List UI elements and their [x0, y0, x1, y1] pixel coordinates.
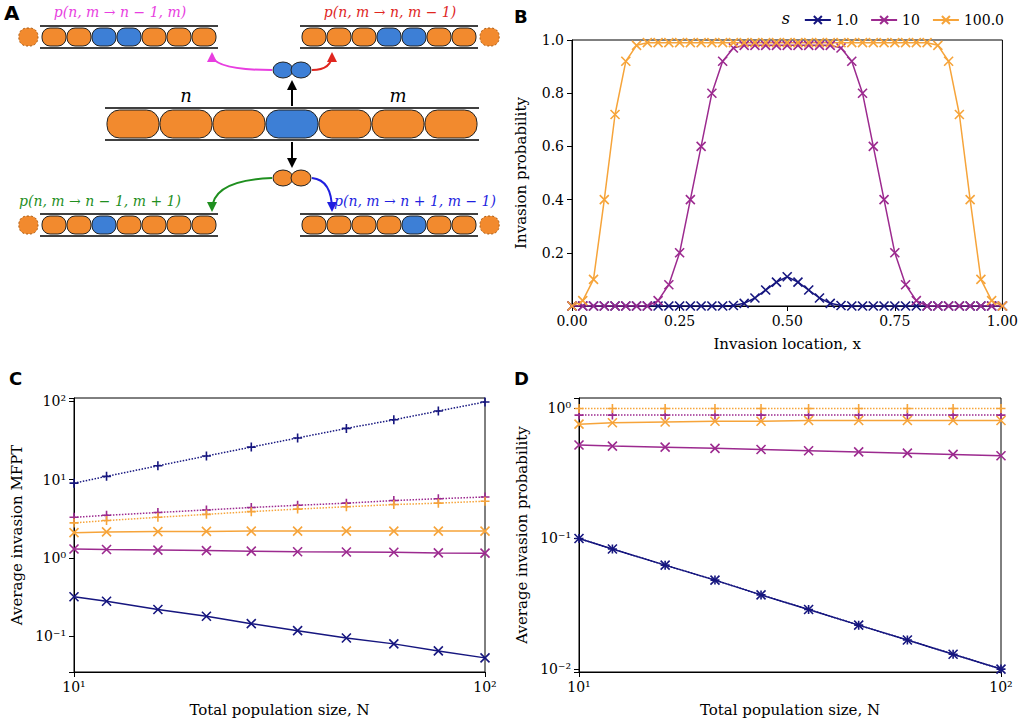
svg-text:10²: 10² [43, 393, 66, 409]
svg-text:A: A [4, 1, 20, 25]
svg-text:0.00: 0.00 [556, 313, 587, 329]
svg-text:Average invasion probability: Average invasion probability [513, 426, 531, 645]
svg-text:p(n, m → n − 1, m + 1): p(n, m → n − 1, m + 1) [19, 193, 181, 209]
svg-text:Total population size, N: Total population size, N [189, 701, 369, 719]
svg-text:0.25: 0.25 [664, 313, 695, 329]
svg-text:10¹: 10¹ [567, 679, 590, 695]
svg-text:Invasion location, x: Invasion location, x [713, 335, 861, 353]
svg-text:B: B [514, 6, 528, 27]
svg-text:Average invasion MFPT: Average invasion MFPT [8, 445, 26, 627]
svg-text:0.8: 0.8 [542, 85, 564, 101]
svg-text:10: 10 [902, 12, 920, 28]
svg-text:n: n [180, 85, 192, 106]
svg-text:0.6: 0.6 [542, 138, 564, 154]
svg-text:D: D [514, 368, 529, 389]
svg-text:100.0: 100.0 [964, 12, 1004, 28]
svg-text:m: m [389, 85, 406, 106]
svg-text:1.00: 1.00 [987, 313, 1018, 329]
svg-text:C: C [9, 368, 22, 389]
svg-text:10¹: 10¹ [43, 472, 66, 488]
svg-text:10²: 10² [473, 679, 496, 695]
svg-text:s: s [782, 9, 790, 28]
svg-text:1.0: 1.0 [542, 32, 564, 48]
svg-text:0.2: 0.2 [542, 245, 564, 261]
svg-text:10⁻¹: 10⁻¹ [35, 628, 66, 644]
svg-text:p(n, m → n + 1, m − 1): p(n, m → n + 1, m − 1) [334, 193, 496, 209]
svg-text:10²: 10² [989, 679, 1012, 695]
svg-text:p(n, m → n, m − 1): p(n, m → n, m − 1) [324, 4, 456, 20]
svg-text:10⁻²: 10⁻² [540, 661, 571, 677]
svg-text:1.0: 1.0 [836, 12, 858, 28]
svg-text:p(n, m → n − 1, m): p(n, m → n − 1, m) [54, 4, 186, 20]
svg-text:0.4: 0.4 [542, 192, 564, 208]
svg-text:0.75: 0.75 [879, 313, 910, 329]
svg-text:0.50: 0.50 [772, 313, 803, 329]
svg-text:10⁻¹: 10⁻¹ [540, 530, 571, 546]
svg-text:Total population size, N: Total population size, N [700, 701, 880, 719]
svg-text:10⁰: 10⁰ [548, 400, 572, 416]
svg-text:10⁰: 10⁰ [43, 550, 67, 566]
svg-text:10¹: 10¹ [62, 679, 85, 695]
svg-text:Invasion probability: Invasion probability [512, 97, 530, 249]
